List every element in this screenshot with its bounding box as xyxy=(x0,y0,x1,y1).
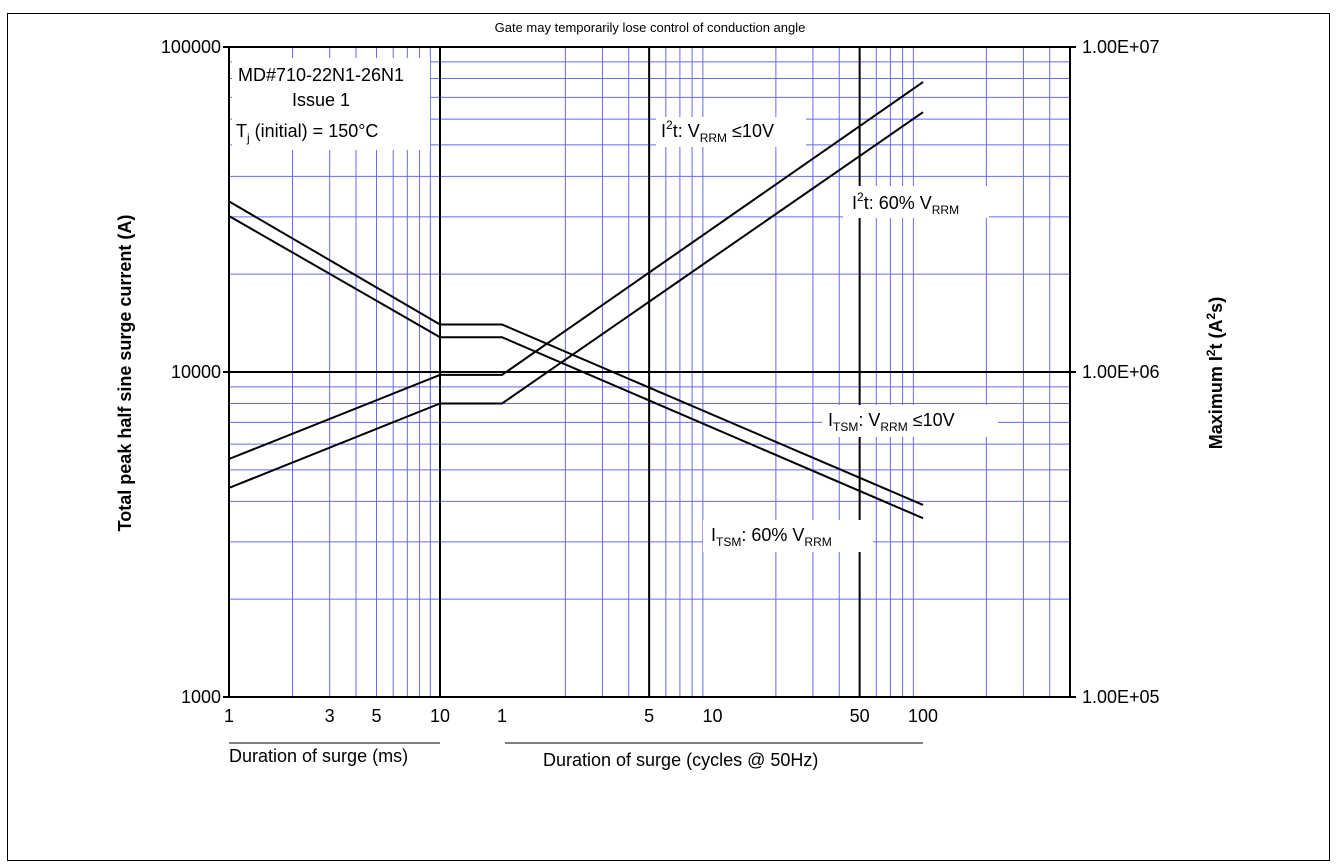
x-cycles-tick-label: 1 xyxy=(497,706,507,726)
annotation-part: ≤10V xyxy=(908,410,955,430)
annotation-part: : V xyxy=(858,410,880,430)
annotation-part: RRM xyxy=(804,535,831,549)
series-layer xyxy=(228,81,924,520)
annotation-background xyxy=(656,117,806,147)
annotation-part: TSM xyxy=(833,420,858,434)
x-ms-tick-label: 10 xyxy=(430,706,450,726)
y-right-label: Maximum I2t (A2s) xyxy=(1204,297,1226,449)
y-left-tick-label: 100000 xyxy=(161,37,221,57)
annotation-part: t: V xyxy=(673,121,700,141)
y-left-tick-label: 10000 xyxy=(171,362,221,382)
tj-suffix: (initial) = 150°C xyxy=(250,121,379,141)
x-ms-tick-label: 5 xyxy=(371,706,381,726)
tj-prefix: T xyxy=(236,121,247,141)
series-line-3 xyxy=(228,81,924,460)
annotation-part: ≤10V xyxy=(727,121,774,141)
series-line-2 xyxy=(228,215,924,520)
series-line-4 xyxy=(228,111,924,489)
info-box: MD#710-22N1-26N1 Issue 1 Tj (initial) = … xyxy=(232,58,430,150)
annotation-part: 2 xyxy=(666,118,673,132)
y-right-tick-label: 1.00E+06 xyxy=(1082,362,1160,382)
y-right-tick-label: 1.00E+05 xyxy=(1082,687,1160,707)
annotation-part: : 60% V xyxy=(741,525,804,545)
x-cycles-tick-label: 100 xyxy=(908,706,938,726)
annotation-part: I xyxy=(828,410,833,430)
annotation-itsm-60: ITSM: 60% VRRM xyxy=(711,525,832,549)
info-box-tj: Tj (initial) = 150°C xyxy=(236,121,378,145)
info-box-line1: MD#710-22N1-26N1 xyxy=(238,65,404,85)
annotation-i2t-60: I2t: 60% VRRM xyxy=(852,190,959,217)
x-ms-tick-label: 1 xyxy=(224,706,234,726)
y-right-label-b: t (A xyxy=(1206,319,1226,349)
y-right-label-a: Maximum I xyxy=(1206,356,1226,449)
annotation-background xyxy=(843,186,989,218)
x-ms-label: Duration of surge (ms) xyxy=(229,746,408,766)
y-left-label: Total peak half sine surge current (A) xyxy=(115,215,135,532)
annotation-part: t: 60% V xyxy=(864,193,932,213)
y-right-label-c: s) xyxy=(1206,297,1226,313)
x-cycles-tick-label: 10 xyxy=(702,706,722,726)
annotation-itsm-low: ITSM: VRRM ≤10V xyxy=(828,410,955,434)
series-line-1 xyxy=(228,200,924,506)
y-right-label-sup: 2 xyxy=(1204,349,1218,356)
annotation-part: I xyxy=(711,525,716,545)
x-cycles-label: Duration of surge (cycles @ 50Hz) xyxy=(543,750,818,770)
chart-frame xyxy=(7,13,1330,861)
annotation-part: RRM xyxy=(932,203,959,217)
annotation-part: RRM xyxy=(700,131,727,145)
axis-ticks: 1000 10000 100000 1.00E+05 1.00E+06 1.00E+07 1… xyxy=(161,37,1160,726)
annotation-part: I xyxy=(852,193,857,213)
x-ms-tick-label: 3 xyxy=(325,706,335,726)
y-right-tick-label: 1.00E+07 xyxy=(1082,37,1160,57)
tj-subscript: j xyxy=(246,131,250,145)
x-cycles-tick-label: 50 xyxy=(850,706,870,726)
annotation-background xyxy=(822,405,998,437)
annotation-i2t-low: I2t: VRRM ≤10V xyxy=(661,118,774,145)
info-box-line2: Issue 1 xyxy=(292,90,350,110)
y-right-label-sup2: 2 xyxy=(1204,312,1218,319)
y-left-tick-label: 1000 xyxy=(181,687,221,707)
annotation-part: TSM xyxy=(716,535,741,549)
x-cycles-tick-label: 5 xyxy=(644,706,654,726)
annotation-part: 2 xyxy=(857,190,864,204)
annotation-background xyxy=(703,520,873,552)
chart-title: Gate may temporarily lose control of con… xyxy=(495,20,806,35)
annotation-part: I xyxy=(661,121,666,141)
info-box-background xyxy=(232,58,430,150)
annotation-part: RRM xyxy=(880,420,907,434)
